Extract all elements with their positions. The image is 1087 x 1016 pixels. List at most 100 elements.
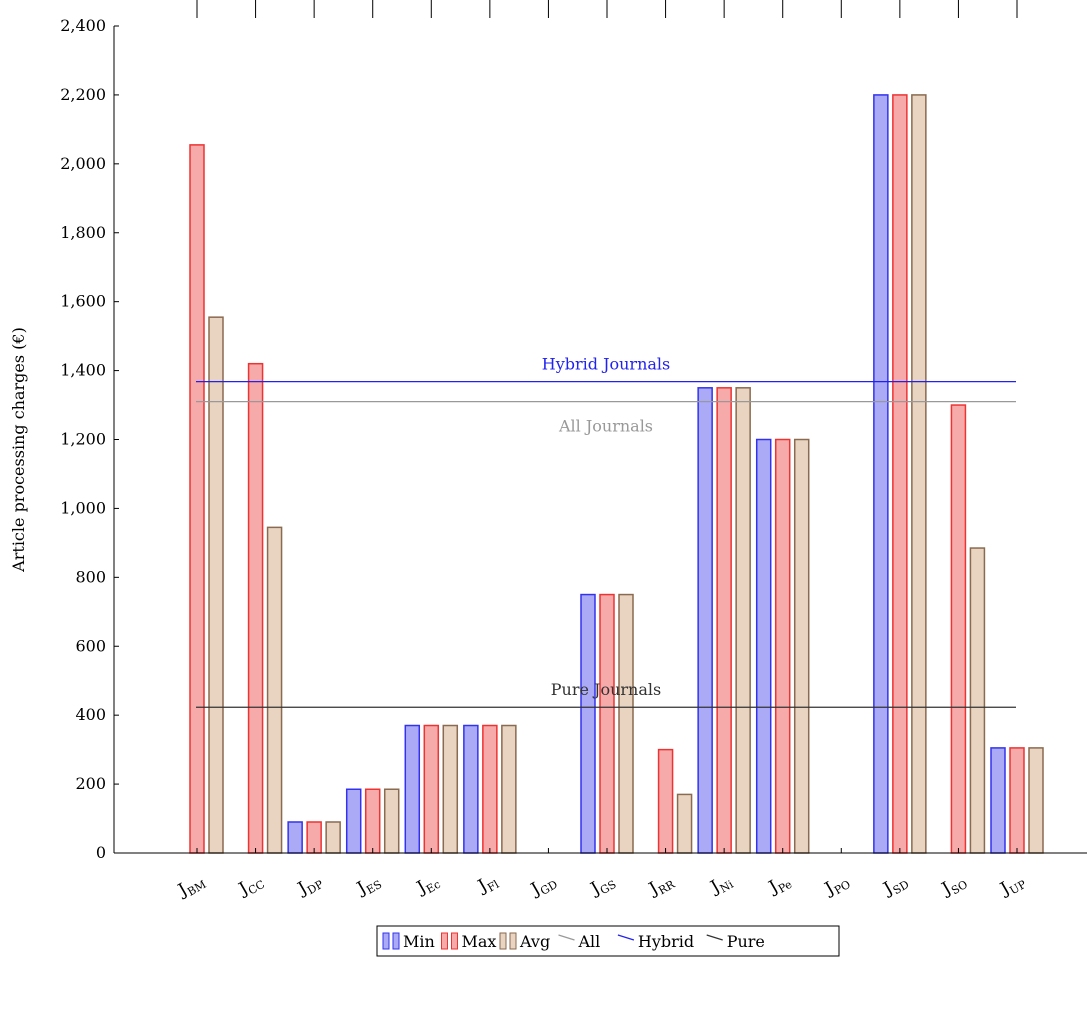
x-tick-label-subscript: SO [949, 878, 970, 898]
bar-min [990, 747, 1006, 854]
x-tick-label-subscript: Fl [485, 878, 502, 895]
bar-min [873, 94, 889, 854]
x-tick-label-subscript: RR [656, 877, 677, 897]
reference-lines: All Journals Hybrid Journals Pure Journals [196, 355, 1016, 708]
x-tick-label-subscript: PO [832, 878, 853, 897]
bar-max [774, 438, 791, 854]
bar-max [657, 748, 674, 854]
bar-avg [1028, 747, 1044, 854]
bar-min [404, 724, 421, 854]
x-tick-label: JSD [879, 870, 912, 902]
bar-avg [501, 724, 517, 854]
y-tick-label: 400 [75, 705, 106, 724]
y-tick-label: 1,000 [60, 498, 106, 517]
legend-label-pure: Pure [727, 932, 765, 951]
y-axis-title: Article processing charges (€) [9, 327, 28, 573]
x-tick-label: JPO [820, 870, 853, 902]
bar-avg [208, 316, 224, 854]
bar-avg [266, 526, 283, 854]
bar-avg [325, 821, 341, 854]
x-tick-label: JCC [234, 870, 267, 902]
x-tick-label-subscript: CC [246, 878, 267, 898]
x-tick-label-subscript: GS [598, 878, 619, 897]
legend-swatch-min [392, 932, 400, 950]
bars-layer [189, 94, 1044, 854]
y-tick-label: 800 [75, 567, 106, 586]
y-tick-label: 0 [96, 843, 106, 862]
bar-max [423, 724, 440, 854]
x-tick-label-subscript: GD [538, 878, 560, 898]
bar-min [697, 387, 713, 854]
reference-label-pure: Pure Journals [551, 680, 661, 699]
x-tick-label-subscript: ES [364, 878, 384, 897]
x-tick-label-subscript: BM [185, 878, 208, 899]
x-tick-label: JRR [644, 870, 678, 902]
bar-min [463, 724, 479, 854]
x-tick-label: JEc [412, 870, 443, 901]
x-tick-label-subscript: Ni [718, 878, 736, 896]
reference-label-hybrid: Hybrid Journals [542, 355, 671, 374]
bar-max [482, 724, 498, 854]
x-tick-label: JGD [526, 870, 560, 902]
bar-min [345, 788, 362, 854]
x-tick-label: JBM [173, 870, 208, 903]
y-tick-label: 200 [75, 774, 106, 793]
legend-swatch-avg [499, 932, 507, 950]
legend-line-hybrid [617, 934, 635, 941]
x-tick-label: JDP [293, 870, 326, 902]
bar-avg [735, 387, 751, 854]
x-tick-label: JUP [995, 870, 1029, 902]
x-tick-label-subscript: Pe [776, 878, 794, 896]
y-tick-label: 1,600 [60, 292, 106, 311]
legend-label-min: Min [403, 932, 435, 951]
y-tick-label: 2,200 [60, 85, 106, 104]
legend-swatch-min [382, 932, 390, 950]
bar-max [189, 144, 205, 854]
legend-swatch-max [441, 932, 448, 950]
x-tick-label-subscript: UP [1008, 878, 1029, 898]
legend-label-max: Max [462, 932, 497, 951]
bar-avg [618, 593, 634, 854]
legend-label-all: All [578, 932, 601, 951]
bar-min [755, 438, 772, 854]
x-tick-label-subscript: Ec [424, 878, 443, 896]
y-tick-label: 2,000 [60, 154, 106, 173]
bar-max [1009, 747, 1025, 854]
bar-avg [793, 438, 810, 854]
bar-max [364, 788, 381, 854]
x-tick-label: JFl [473, 870, 502, 899]
bar-max [247, 362, 264, 854]
x-tick-label: JPe [764, 870, 794, 900]
bar-avg [383, 788, 400, 854]
y-tick-label: 600 [75, 636, 106, 655]
bar-avg [442, 724, 459, 854]
y-tick-label: 1,800 [60, 223, 106, 242]
bar-avg [969, 547, 986, 854]
legend: Min Max Avg All Hybrid Pure [376, 925, 840, 957]
legend-line-all [558, 934, 575, 941]
bar-max [950, 404, 967, 854]
bar-max [892, 94, 908, 854]
x-tick-label: JSO [937, 870, 970, 902]
y-tick-label: 1,200 [60, 430, 106, 449]
legend-line-pure [706, 934, 723, 941]
bar-min [287, 821, 303, 854]
x-tick-label: JGS [586, 870, 619, 902]
bar-max [716, 387, 732, 854]
legend-label-hybrid: Hybrid [638, 932, 694, 951]
legend-swatch-max [451, 932, 458, 950]
y-tick-label: 2,400 [60, 16, 106, 35]
bar-avg [676, 793, 693, 854]
reference-label-all: All Journals [558, 417, 653, 436]
bar-min [580, 593, 596, 854]
bar-max [599, 593, 615, 854]
x-tick-label-subscript: DP [305, 878, 326, 898]
x-tick-label: JES [352, 870, 384, 901]
y-tick-label: 1,400 [60, 361, 106, 380]
x-tick-label-subscript: SD [891, 878, 912, 898]
legend-label-avg: Avg [519, 932, 550, 951]
bar-avg [911, 94, 927, 854]
x-tick-label: JNi [706, 870, 736, 900]
